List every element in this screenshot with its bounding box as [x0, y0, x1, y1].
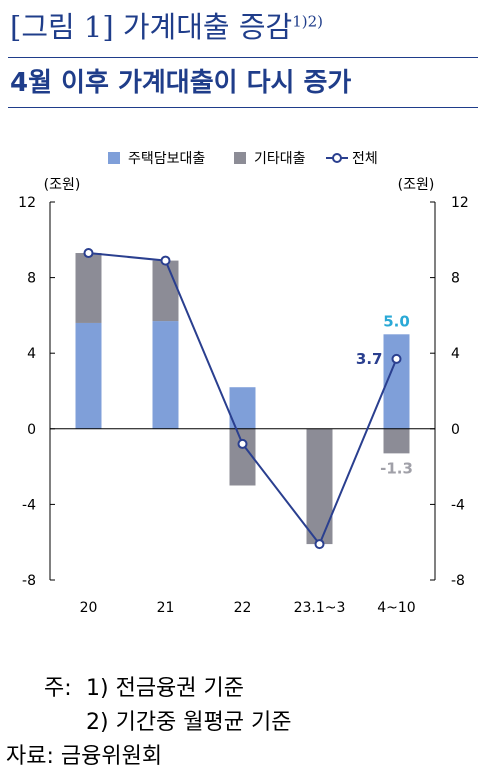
- chart-legend: 주택담보대출 기타대출 전체: [108, 151, 378, 167]
- total-point: [83, 248, 94, 259]
- legend-label: 기타대출: [254, 151, 306, 167]
- bar-segment: [75, 253, 102, 323]
- data-label: 5.0: [383, 312, 410, 330]
- x-tick-label: 4~10: [377, 600, 415, 616]
- total-point: [237, 438, 248, 449]
- chart-labels: 5.0 -1.3 3.7: [356, 312, 413, 477]
- total-point: [391, 353, 402, 364]
- x-tick-label: 23.1~3: [294, 600, 346, 616]
- y-tick-label-left: -8: [22, 573, 36, 589]
- y-tick-label-right: 0: [451, 422, 460, 438]
- chart-bars: [75, 253, 410, 545]
- x-tick-label: 22: [234, 600, 252, 616]
- total-point: [314, 539, 325, 550]
- household-loan-chart: 주택담보대출 기타대출 전체 (조원) (조원) -8 -8 -4 -4 0 0 4 4 8 8 12 1…: [18, 151, 469, 616]
- figure-title: [그림 1] 가계대출 증감1)2): [10, 4, 323, 46]
- total-line-layer: [83, 248, 402, 550]
- data-label: 3.7: [356, 350, 383, 368]
- y-tick-label-left: 12: [18, 195, 36, 211]
- note-prefix: 주:: [44, 676, 72, 701]
- y-axis-unit-left: (조원): [44, 177, 81, 193]
- bar-segment: [152, 260, 179, 322]
- title-rule-top: [8, 57, 478, 58]
- source-note: 자료: 금융위원회: [6, 744, 163, 769]
- legend-swatch: [234, 152, 246, 164]
- legend-point-swatch: [332, 153, 342, 163]
- bar-segment: [75, 322, 102, 429]
- figure-title-footnote-marks: 1)2): [292, 12, 323, 31]
- chart-axes: -8 -8 -4 -4 0 0 4 4 8 8 12 12 20 21 22 23.1~3 4~10: [18, 195, 469, 616]
- data-label: -1.3: [380, 459, 413, 477]
- legend-label: 주택담보대출: [128, 151, 205, 167]
- y-tick-label-left: -4: [22, 497, 36, 513]
- y-tick-label-right: 12: [451, 195, 469, 211]
- title-rule-bottom: [8, 107, 478, 108]
- legend-swatch: [108, 152, 120, 164]
- total-point: [160, 255, 171, 266]
- figure-title-text: [그림 1] 가계대출 증감: [10, 10, 293, 44]
- y-axis-unit-right: (조원): [398, 177, 435, 193]
- note-item-2: 2) 기간중 월평균 기준: [86, 710, 292, 735]
- y-tick-label-left: 8: [27, 271, 36, 287]
- legend-label: 전체: [352, 151, 378, 167]
- x-tick-label: 21: [157, 600, 175, 616]
- y-tick-label-right: -4: [451, 497, 465, 513]
- y-tick-label-left: 4: [27, 346, 36, 362]
- chart-subtitle: 4월 이후 가계대출이 다시 증가: [10, 68, 352, 98]
- x-tick-label: 20: [80, 600, 98, 616]
- bar-segment: [383, 428, 410, 454]
- bar-segment: [229, 428, 256, 486]
- bar-segment: [152, 321, 179, 429]
- y-tick-label-right: -8: [451, 573, 465, 589]
- bar-segment: [306, 428, 333, 545]
- y-tick-label-left: 0: [27, 422, 36, 438]
- y-tick-label-right: 4: [451, 346, 460, 362]
- y-tick-label-right: 8: [451, 271, 460, 287]
- note-item-1: 1) 전금융권 기준: [86, 676, 245, 701]
